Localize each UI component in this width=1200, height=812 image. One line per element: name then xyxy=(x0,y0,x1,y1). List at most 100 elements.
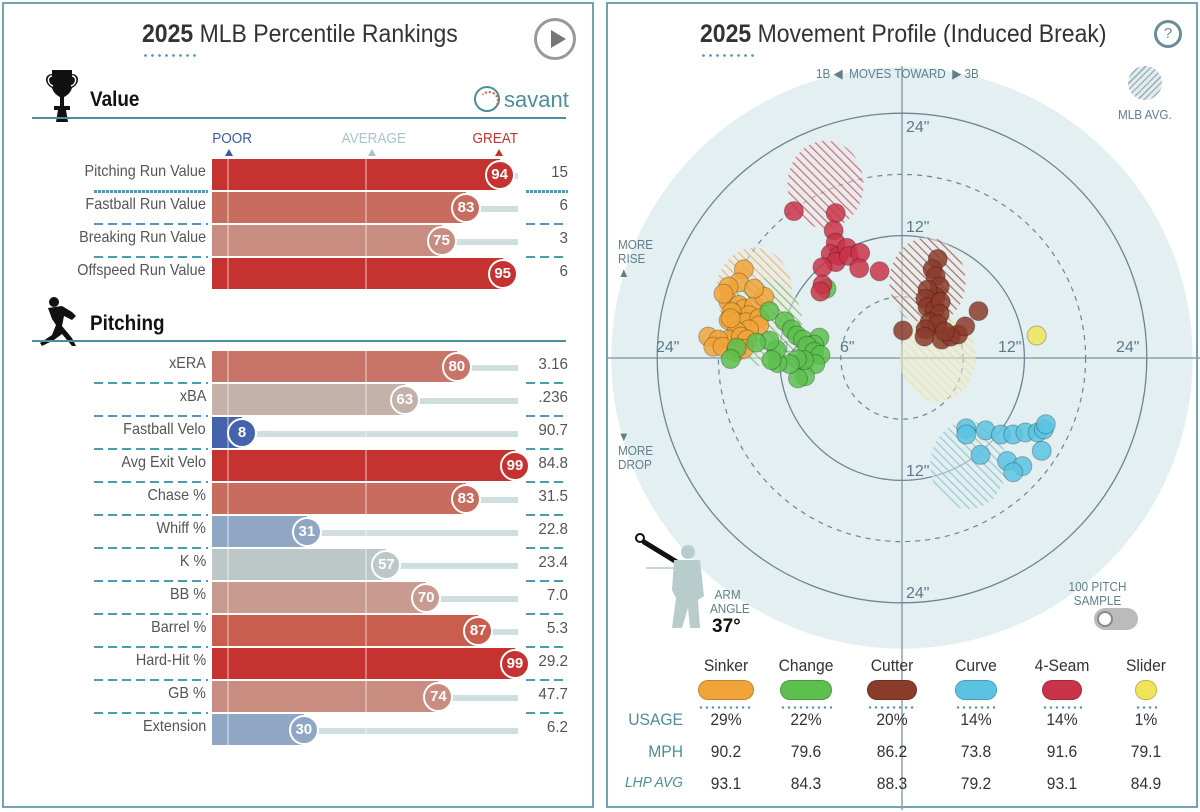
arrow-left-icon: ◀ xyxy=(833,66,843,81)
metric-value: 7.0 xyxy=(546,587,568,604)
usage-indicator xyxy=(1042,706,1082,709)
metric-label: Offspeed Run Value xyxy=(77,262,206,279)
percentile-row[interactable]: Hard-Hit % 99 29.2 xyxy=(4,648,594,679)
bar-track xyxy=(214,530,518,536)
metric-label: GB % xyxy=(168,685,206,702)
savant-logo[interactable]: savant xyxy=(474,86,569,113)
mph-value: 79.6 xyxy=(790,742,822,761)
pitch-color-swatch[interactable] xyxy=(867,680,917,700)
pitch-color-swatch[interactable] xyxy=(1135,680,1157,700)
metric-label: Pitching Run Value xyxy=(84,163,206,180)
average-gridline xyxy=(365,159,367,190)
average-gridline xyxy=(365,384,367,415)
row-separator xyxy=(526,382,568,384)
percentile-rankings-panel: 2025 MLB Percentile Rankings Value savan… xyxy=(2,2,594,808)
section-title-pitching: Pitching xyxy=(90,312,165,335)
metric-label: Fastball Run Value xyxy=(85,196,206,213)
pitch-point-cutter xyxy=(914,326,935,347)
row-separator xyxy=(94,514,208,516)
mlb-avg-label: MLB AVG. xyxy=(1118,107,1172,122)
average-gridline xyxy=(365,351,367,382)
percentile-row[interactable]: Whiff % 31 22.8 xyxy=(4,516,594,547)
section-divider xyxy=(32,117,566,119)
metric-label: Hard-Hit % xyxy=(135,652,206,669)
percentile-row[interactable]: Chase % 83 31.5 xyxy=(4,483,594,514)
mlb-avg-hatch-icon xyxy=(1128,66,1162,100)
mph-value: 91.6 xyxy=(1046,742,1078,761)
percentile-row[interactable]: Fastball Run Value 83 6 xyxy=(4,192,594,223)
metric-label: Whiff % xyxy=(156,520,206,537)
percentile-row[interactable]: Avg Exit Velo 99 84.8 xyxy=(4,450,594,481)
usage-indicator xyxy=(780,706,832,709)
pitch-point-curve xyxy=(1003,462,1024,483)
percentile-row[interactable]: Pitching Run Value 94 15 xyxy=(4,159,594,190)
trophy-icon xyxy=(42,68,82,124)
pitch-point-curve xyxy=(970,444,991,465)
row-separator xyxy=(94,448,208,450)
percentile-row[interactable]: Offspeed Run Value 95 6 xyxy=(4,258,594,289)
row-separator xyxy=(526,481,568,483)
average-gridline xyxy=(365,258,367,289)
movement-chart: 6"12"24"12"24"12"24"12"24" xyxy=(608,66,1200,810)
percentile-row[interactable]: Barrel % 87 5.3 xyxy=(4,615,594,646)
poor-marker-icon xyxy=(225,149,233,156)
pitch-point-change xyxy=(761,350,782,371)
percentile-row[interactable]: Fastball Velo 8 90.7 xyxy=(4,417,594,448)
pitch-sample-toggle[interactable] xyxy=(1094,608,1138,630)
percentile-bar xyxy=(212,384,405,415)
percentile-row[interactable]: xERA 80 3.16 xyxy=(4,351,594,382)
usage-indicator xyxy=(1135,706,1157,709)
percentile-row[interactable]: Extension 30 6.2 xyxy=(4,714,594,745)
percentile-bar xyxy=(212,615,479,646)
row-separator xyxy=(94,415,208,417)
sample-label: 100 PITCH SAMPLE xyxy=(1068,579,1127,608)
percentile-bubble: 30 xyxy=(288,715,319,745)
lhp-avg-value: 79.2 xyxy=(960,774,992,793)
metric-label: xERA xyxy=(169,355,206,372)
pitch-color-swatch[interactable] xyxy=(955,680,997,700)
usage-indicator xyxy=(955,706,997,709)
percentile-bubble: 63 xyxy=(389,385,420,415)
row-separator xyxy=(526,547,568,549)
row-separator xyxy=(526,223,568,225)
row-separator xyxy=(94,481,208,483)
pitch-point-sinker xyxy=(744,278,765,299)
metric-label: Barrel % xyxy=(150,619,206,636)
percentile-bar xyxy=(212,159,500,190)
bar-track xyxy=(214,431,518,437)
lhp-avg-value: 88.3 xyxy=(876,774,908,793)
average-marker-icon xyxy=(368,149,376,156)
pitch-color-swatch[interactable] xyxy=(780,680,832,700)
percentile-bubble: 31 xyxy=(291,517,322,547)
poor-gridline xyxy=(227,714,229,745)
pitch-point-sinker xyxy=(713,283,734,304)
arrow-down-icon: ▼ xyxy=(618,429,630,444)
scale-average: AVERAGE xyxy=(341,130,406,147)
metric-label: BB % xyxy=(169,586,206,603)
pitch-point-change xyxy=(720,349,741,370)
pitch-color-swatch[interactable] xyxy=(1042,680,1082,700)
poor-gridline xyxy=(227,384,229,415)
percentile-bar xyxy=(212,714,304,745)
pitch-color-swatch[interactable] xyxy=(698,680,754,700)
pitch-type-label: Sinker xyxy=(703,656,749,675)
percentile-row[interactable]: GB % 74 47.7 xyxy=(4,681,594,712)
help-button[interactable]: ? xyxy=(1154,20,1182,48)
percentile-bubble: 83 xyxy=(450,193,481,223)
mlb-avg-zone-4-seam xyxy=(787,140,864,229)
percentile-row[interactable]: xBA 63 .236 xyxy=(4,384,594,415)
percentile-row[interactable]: K % 57 23.4 xyxy=(4,549,594,580)
poor-gridline xyxy=(227,351,229,382)
pitch-point-slider xyxy=(1026,325,1047,346)
pitcher-icon xyxy=(34,296,90,348)
pitch-point-change xyxy=(759,301,780,322)
play-button[interactable] xyxy=(534,18,576,60)
percentile-row[interactable]: Breaking Run Value 75 3 xyxy=(4,225,594,256)
row-separator xyxy=(94,712,208,714)
section-divider xyxy=(32,340,566,342)
metric-value: 29.2 xyxy=(538,653,568,670)
usage-value: 20% xyxy=(876,710,908,729)
percentile-bar xyxy=(212,351,457,382)
row-separator xyxy=(526,190,568,193)
percentile-row[interactable]: BB % 70 7.0 xyxy=(4,582,594,613)
